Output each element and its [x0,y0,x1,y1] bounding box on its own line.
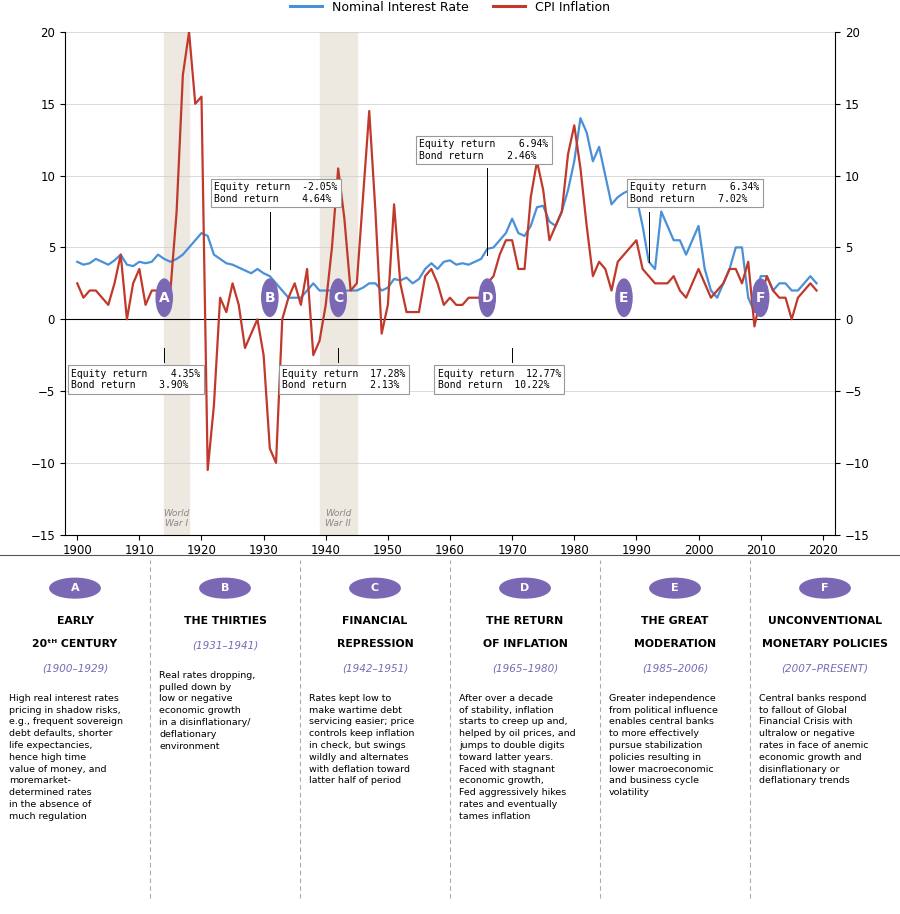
Text: E: E [619,291,629,304]
Text: OF INFLATION: OF INFLATION [482,639,567,649]
Text: Equity return    6.94%
Bond return    2.46%: Equity return 6.94% Bond return 2.46% [418,139,548,161]
Circle shape [650,579,700,598]
Text: (1942–1951): (1942–1951) [342,664,408,674]
Text: FINANCIAL: FINANCIAL [342,616,408,626]
Text: After over a decade
of stability, inflation
starts to creep up and,
helped by oi: After over a decade of stability, inflat… [459,694,576,821]
Text: EARLY: EARLY [57,616,94,626]
Text: B: B [265,291,275,304]
Text: World
War I: World War I [164,509,190,528]
Circle shape [200,579,250,598]
Text: F: F [821,583,829,593]
Text: F: F [756,291,765,304]
Text: Central banks respond
to fallout of Global
Financial Crisis with
ultralow or neg: Central banks respond to fallout of Glob… [759,694,868,785]
Text: Equity return  17.28%
Bond return    2.13%: Equity return 17.28% Bond return 2.13% [283,368,406,390]
Legend: Nominal Interest Rate, CPI Inflation: Nominal Interest Rate, CPI Inflation [285,0,615,18]
Text: Equity return    4.35%
Bond return    3.90%: Equity return 4.35% Bond return 3.90% [71,368,201,390]
Text: C: C [371,583,379,593]
Text: (2007–PRESENT): (2007–PRESENT) [781,664,868,674]
Text: MONETARY POLICIES: MONETARY POLICIES [762,639,888,649]
Circle shape [800,579,850,598]
Text: Equity return    6.34%
Bond return    7.02%: Equity return 6.34% Bond return 7.02% [630,182,760,204]
Text: THE THIRTIES: THE THIRTIES [184,616,266,626]
Text: A: A [71,583,79,593]
Circle shape [500,579,550,598]
Text: C: C [333,291,343,304]
Text: Equity return  12.77%
Bond return  10.22%: Equity return 12.77% Bond return 10.22% [437,368,561,390]
Bar [164,32,189,535]
Text: UNCONVENTIONAL: UNCONVENTIONAL [768,616,882,626]
Circle shape [50,579,100,598]
Text: (1965–1980): (1965–1980) [492,664,558,674]
Text: (1985–2006): (1985–2006) [642,664,708,674]
Text: D: D [520,583,529,593]
Text: THE RETURN: THE RETURN [486,616,563,626]
Circle shape [350,579,400,598]
Ellipse shape [330,279,346,316]
Text: E: E [671,583,679,593]
Text: 20ᵗᴴ CENTURY: 20ᵗᴴ CENTURY [32,639,118,649]
Text: (1931–1941): (1931–1941) [192,641,258,651]
Text: MODERATION: MODERATION [634,639,716,649]
Text: Rates kept low to
make wartime debt
servicing easier; price
controls keep inflat: Rates kept low to make wartime debt serv… [309,694,414,785]
Ellipse shape [752,279,769,316]
Text: REPRESSION: REPRESSION [337,639,413,649]
Ellipse shape [479,279,495,316]
Text: World
War II: World War II [325,509,351,528]
Text: THE GREAT: THE GREAT [642,616,708,626]
Text: High real interest rates
pricing in shadow risks,
e.g., frequent sovereign
debt : High real interest rates pricing in shad… [9,694,123,821]
Bar [320,32,356,535]
Text: Greater independence
from political influence
enables central banks
to more effe: Greater independence from political infl… [609,694,718,797]
Text: Real rates dropping,
pulled down by
low or negative
economic growth
in a disinfl: Real rates dropping, pulled down by low … [159,671,256,750]
Text: D: D [482,291,493,304]
Text: (1900–1929): (1900–1929) [42,664,108,674]
Ellipse shape [616,279,632,316]
Text: B: B [220,583,230,593]
Text: Equity return  -2.05%
Bond return    4.64%: Equity return -2.05% Bond return 4.64% [214,182,338,204]
Ellipse shape [156,279,172,316]
Ellipse shape [262,279,278,316]
Text: A: A [158,291,169,304]
